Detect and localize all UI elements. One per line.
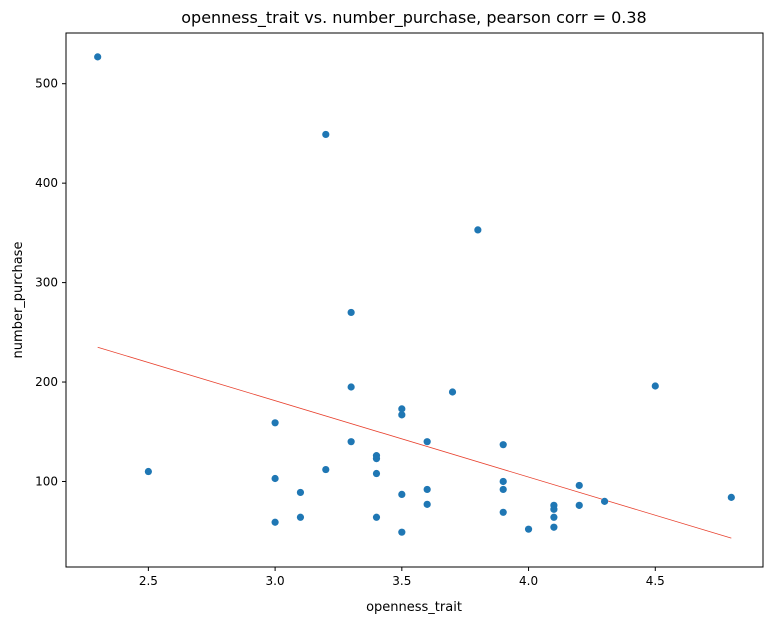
data-point (372, 513, 381, 521)
data-point (550, 505, 558, 513)
data-point (271, 474, 279, 483)
data-point (94, 53, 102, 61)
data-point (398, 411, 406, 419)
data-point (550, 523, 558, 531)
chart-title: openness_trait vs. number_purchase, pear… (181, 8, 646, 28)
y-tick-label: 400 (35, 176, 58, 190)
y-tick-label: 300 (35, 276, 58, 290)
y-axis-label: number_purchase (11, 242, 26, 359)
data-point (423, 500, 431, 508)
x-tick-label: 4.0 (519, 574, 538, 588)
data-point (347, 383, 355, 391)
data-point (296, 488, 305, 497)
data-point (347, 438, 355, 446)
data-point (322, 465, 330, 474)
data-point (296, 513, 305, 521)
data-points (94, 53, 735, 536)
x-axis-ticks: 2.5 3.0 3.5 4.0 4.5 (139, 567, 665, 588)
trend-line (97, 346, 732, 539)
data-point (575, 481, 583, 490)
x-tick-label: 3.0 (266, 574, 285, 588)
y-tick-label: 500 (35, 77, 58, 91)
data-point (423, 485, 431, 494)
data-point (651, 382, 659, 390)
data-point (322, 130, 330, 139)
data-point (727, 493, 735, 501)
data-point (575, 501, 583, 509)
y-axis-ticks: 100 200 300 400 500 (35, 77, 66, 488)
data-point (372, 469, 381, 478)
plot-frame (65, 32, 764, 568)
data-point (499, 485, 507, 494)
data-point (474, 226, 482, 234)
data-point (448, 388, 457, 396)
data-point (144, 467, 152, 476)
data-point (372, 455, 381, 463)
data-point (398, 528, 406, 536)
x-tick-label: 3.5 (392, 574, 411, 588)
x-tick-label: 4.5 (646, 574, 665, 588)
data-point (398, 405, 406, 413)
data-point (524, 525, 533, 533)
data-point (600, 497, 609, 505)
x-tick-label: 2.5 (139, 574, 158, 588)
data-point (271, 518, 279, 526)
y-tick-label: 200 (35, 375, 58, 389)
data-point (347, 308, 355, 317)
x-axis-label: openness_trait (366, 600, 462, 615)
data-point (398, 490, 406, 499)
data-point (499, 441, 507, 449)
data-point (499, 508, 507, 516)
data-point (550, 513, 558, 521)
data-point (271, 419, 279, 427)
data-point (499, 477, 507, 486)
trend-line-group (97, 346, 732, 539)
data-point (423, 438, 431, 446)
y-tick-label: 100 (35, 474, 58, 488)
